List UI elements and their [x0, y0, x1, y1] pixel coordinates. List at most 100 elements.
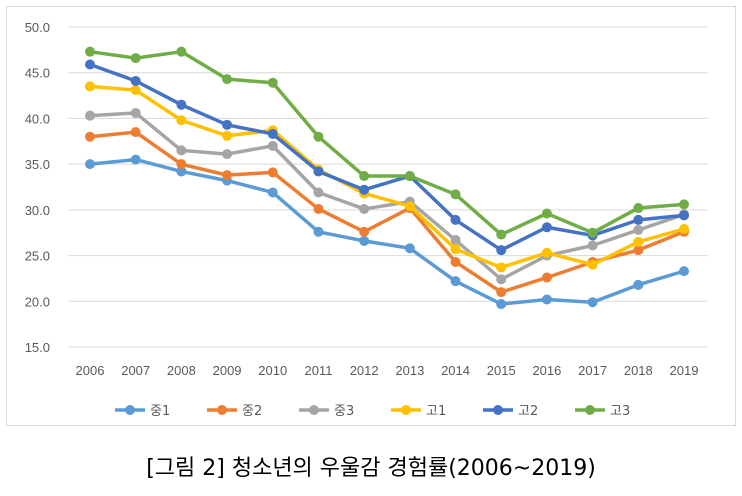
line-chart: 15.0 20.0 25.0 30.0 35.0 40.0 45.0 50.0 2006 2007… [25, 20, 708, 419]
y-tick-label: 20.0 [25, 294, 50, 309]
data-point-중1 [496, 299, 507, 310]
x-tick-label: 2019 [670, 363, 699, 378]
data-point-중2 [130, 127, 141, 138]
data-point-고1 [176, 115, 187, 126]
legend-label: 중2 [242, 404, 262, 419]
x-tick-label: 2014 [441, 363, 470, 378]
data-point-중3 [85, 110, 95, 121]
y-tick-label: 35.0 [25, 157, 50, 172]
data-point-중1 [130, 154, 141, 165]
legend-label: 중3 [334, 404, 354, 419]
data-point-중2 [450, 256, 461, 267]
y-tick-label: 40.0 [25, 111, 50, 126]
x-tick-label: 2017 [578, 363, 607, 378]
legend-marker-고2 [493, 405, 503, 415]
data-point-중2 [541, 272, 552, 283]
series-line-고1 [89, 84, 685, 270]
data-point-중3 [587, 240, 598, 251]
legend-label: 중1 [150, 404, 170, 419]
data-point-중2 [85, 131, 95, 142]
data-point-중1 [541, 294, 552, 305]
data-point-중3 [176, 145, 187, 156]
data-point-고3 [496, 229, 507, 240]
data-point-고2 [313, 166, 324, 177]
data-point-고2 [633, 214, 644, 225]
legend-label: 고1 [426, 404, 446, 419]
data-point-고3 [359, 171, 370, 182]
data-point-중2 [496, 287, 507, 298]
data-point-고3 [404, 171, 415, 182]
y-tick-label: 45.0 [25, 66, 50, 81]
data-point-고2 [130, 75, 141, 86]
x-tick-label: 2012 [350, 363, 379, 378]
y-tick-label: 15.0 [25, 340, 50, 355]
series-line-중1 [89, 157, 685, 306]
data-point-중3 [450, 235, 461, 246]
data-point-중3 [130, 107, 141, 118]
data-point-고3 [130, 53, 141, 64]
data-point-고2 [450, 214, 461, 225]
x-tick-label: 2006 [76, 363, 105, 378]
data-point-고3 [313, 131, 324, 142]
y-tick-label: 25.0 [25, 249, 50, 264]
data-point-고1 [450, 244, 461, 255]
x-tick-label: 2015 [487, 363, 516, 378]
series-line-고3 [89, 49, 685, 237]
data-point-중3 [633, 224, 644, 235]
x-tick-label: 2007 [121, 363, 150, 378]
legend-marker-중1 [125, 405, 135, 415]
data-point-중1 [313, 226, 324, 237]
data-point-고1 [633, 236, 644, 247]
data-point-중1 [267, 187, 278, 198]
legend-marker-중2 [217, 405, 227, 415]
data-point-중1 [359, 235, 370, 246]
data-point-중2 [176, 159, 187, 170]
data-point-중1 [450, 276, 461, 287]
data-point-고2 [541, 222, 552, 233]
data-point-중3 [496, 274, 507, 285]
data-point-고2 [85, 59, 95, 70]
legend-marker-중3 [309, 405, 319, 415]
data-point-고1 [679, 224, 689, 235]
y-tick-label: 30.0 [25, 203, 50, 218]
x-tick-label: 2018 [624, 363, 653, 378]
data-point-고1 [496, 262, 507, 273]
data-point-고1 [587, 259, 598, 270]
data-point-고3 [633, 203, 644, 214]
data-point-고2 [222, 119, 233, 130]
data-point-중3 [313, 187, 324, 198]
data-point-중1 [404, 243, 415, 254]
series-line-고2 [89, 62, 685, 252]
data-point-중2 [633, 245, 644, 256]
data-point-고3 [541, 208, 552, 219]
data-point-고1 [130, 85, 141, 96]
x-tick-label: 2009 [213, 363, 242, 378]
data-point-고3 [450, 189, 461, 200]
legend-marker-고3 [585, 405, 595, 415]
data-point-고1 [541, 247, 552, 258]
data-point-고3 [267, 77, 278, 88]
x-tick-label: 2013 [395, 363, 424, 378]
data-point-고2 [679, 210, 689, 221]
data-point-고1 [222, 130, 233, 141]
data-point-중1 [587, 297, 598, 308]
data-point-중2 [313, 203, 324, 214]
legend-marker-고1 [401, 405, 411, 415]
data-point-고3 [679, 199, 689, 210]
data-point-중2 [222, 170, 233, 181]
legend-label: 고2 [518, 404, 538, 419]
series-line-중3 [89, 111, 685, 282]
data-point-중2 [267, 167, 278, 178]
data-point-중1 [633, 279, 644, 290]
data-point-고3 [587, 227, 598, 238]
data-point-중2 [359, 226, 370, 237]
x-tick-label: 2008 [167, 363, 196, 378]
data-point-고2 [359, 184, 370, 195]
data-point-고3 [176, 46, 187, 57]
data-point-고1 [85, 81, 95, 92]
data-point-고3 [222, 74, 233, 85]
data-point-중1 [679, 266, 689, 277]
x-tick-label: 2011 [304, 363, 332, 378]
data-point-중3 [359, 203, 370, 214]
data-point-고3 [85, 46, 95, 57]
